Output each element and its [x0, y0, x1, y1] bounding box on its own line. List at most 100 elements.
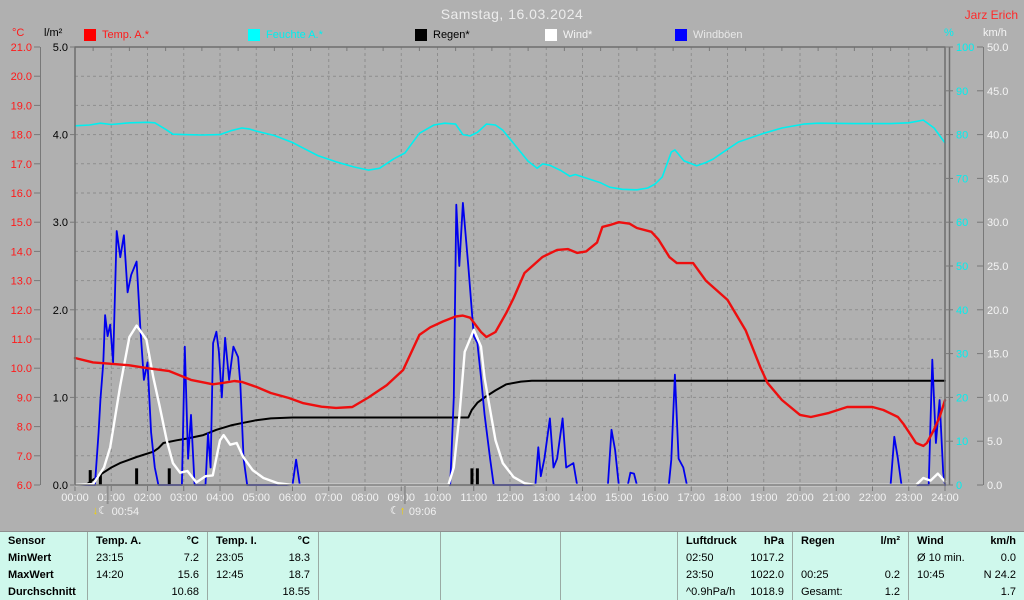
svg-text:19.0: 19.0 [11, 100, 32, 112]
svg-text:20.0: 20.0 [11, 71, 32, 83]
cell-value: 0.2 [884, 569, 900, 581]
table-column-Wind: Wind km/h Ø 10 min. 0.0 10:45 N 24.2 1.7 [908, 532, 1024, 600]
cell-value: 1018.9 [750, 586, 784, 598]
column-title: Wind [917, 535, 944, 547]
legend-label: Feuchte A.* [266, 29, 323, 41]
svg-text:2.0: 2.0 [53, 305, 68, 317]
legend-swatch-windboeen [675, 29, 687, 41]
svg-text:04:00: 04:00 [206, 492, 234, 504]
svg-text:5.0: 5.0 [53, 42, 68, 54]
cell-time: 23:15 [96, 552, 124, 564]
svg-text:15.0: 15.0 [987, 349, 1008, 361]
series-Wind [73, 324, 947, 487]
table-column-empty [560, 532, 677, 600]
column-title: Temp. I. [216, 535, 257, 547]
cell-time: 23:50 [686, 569, 714, 581]
series-Temp. A. [73, 221, 947, 448]
grid [74, 47, 946, 491]
series-Windböen [74, 202, 946, 486]
cell-value: 1017.2 [750, 552, 784, 564]
svg-text:0: 0 [956, 480, 962, 492]
column-title: Temp. A. [96, 535, 142, 547]
svg-text:08:00: 08:00 [351, 492, 379, 504]
cell-value: 1022.0 [750, 569, 784, 581]
column-title: Regen [801, 535, 835, 547]
row-label: Sensor [8, 535, 46, 547]
svg-text:100: 100 [956, 42, 974, 54]
svg-text:1.0: 1.0 [53, 392, 68, 404]
svg-text:21.0: 21.0 [11, 42, 32, 54]
legend-item-regen: Regen* [415, 28, 470, 42]
svg-text:12.0: 12.0 [11, 305, 32, 317]
chart-plot: 6.0 7.0 8.0 9.0 10.0 11.0 12.0 13.0 14.0 15.0 16.0… [11, 42, 1009, 504]
rain-bars [88, 468, 479, 485]
cell-value: 18.7 [288, 569, 310, 581]
column-unit: km/h [990, 535, 1016, 547]
cell-value: 18.3 [288, 552, 310, 564]
svg-text:50: 50 [956, 261, 968, 273]
svg-text:30.0: 30.0 [987, 217, 1008, 229]
moonset-icon: ↓☾ [92, 505, 108, 517]
legend-label: Regen* [433, 29, 470, 41]
legend-item-windboeen: Windböen [675, 28, 743, 42]
svg-text:13:00: 13:00 [532, 492, 560, 504]
station-name: Jarz Erich [964, 8, 1018, 22]
table-column-Temp. I.: Temp. I. °C 23:05 18.3 12:45 18.7 18.55 [207, 532, 318, 600]
row-label: MaxWert [8, 569, 54, 581]
column-unit: l/m² [880, 535, 900, 547]
cell-time: 02:50 [686, 552, 714, 564]
svg-text:14:00: 14:00 [569, 492, 597, 504]
cell-value: 1.2 [884, 586, 900, 598]
svg-text:40: 40 [956, 305, 968, 317]
svg-text:50.0: 50.0 [987, 42, 1008, 54]
cell-value: 15.6 [177, 569, 199, 581]
table-row-labels: Sensor MinWert MaxWert Durchschnitt [0, 532, 87, 600]
wind-axis-unit-label: km/h [983, 27, 1007, 39]
column-unit: °C [186, 535, 199, 547]
cell-value: 7.2 [183, 552, 199, 564]
axes: 6.0 7.0 8.0 9.0 10.0 11.0 12.0 13.0 14.0 15.0 16.0… [11, 42, 1009, 492]
cell-time: 10:45 [917, 569, 945, 581]
cell-time: 12:45 [216, 569, 244, 581]
svg-text:06:00: 06:00 [279, 492, 307, 504]
svg-text:25.0: 25.0 [987, 261, 1008, 273]
legend-swatch-regen [415, 29, 427, 41]
svg-text:22:00: 22:00 [859, 492, 887, 504]
legend-label: Windböen [693, 29, 743, 41]
svg-text:16.0: 16.0 [11, 188, 32, 200]
svg-text:01:00: 01:00 [97, 492, 125, 504]
cell-time: 00:25 [801, 569, 829, 581]
cell-value: 10.68 [171, 586, 199, 598]
legend-swatch-feuchte-a [248, 29, 260, 41]
svg-text:6.0: 6.0 [17, 480, 32, 492]
svg-text:09:00: 09:00 [387, 492, 415, 504]
moonset-time: 00:54 [111, 506, 140, 518]
svg-text:02:00: 02:00 [134, 492, 162, 504]
series-Feuchte A. [74, 119, 946, 191]
humidity-axis-unit-label: % [944, 27, 954, 39]
legend-item-wind: Wind* [545, 28, 592, 42]
cell-value: 1.7 [1000, 586, 1016, 598]
table-column-Regen: Regen l/m² 00:25 0.2 Gesamt: 1.2 [792, 532, 908, 600]
svg-text:10.0: 10.0 [11, 363, 32, 375]
svg-text:45.0: 45.0 [987, 86, 1008, 98]
column-unit: °C [297, 535, 310, 547]
moonrise-icon: ☾↑ [389, 505, 406, 517]
svg-text:07:00: 07:00 [315, 492, 343, 504]
svg-text:40.0: 40.0 [987, 130, 1008, 142]
column-unit: hPa [763, 535, 784, 547]
svg-text:30: 30 [956, 349, 968, 361]
cell-time: 23:05 [216, 552, 244, 564]
svg-text:13.0: 13.0 [11, 276, 32, 288]
cell-time: Ø 10 min. [917, 552, 965, 564]
svg-text:17.0: 17.0 [11, 159, 32, 171]
svg-text:0.0: 0.0 [987, 480, 1002, 492]
cell-time: ^0.9hPa/h [686, 586, 736, 598]
svg-text:03:00: 03:00 [170, 492, 198, 504]
svg-text:05:00: 05:00 [242, 492, 270, 504]
temp-axis-unit-label: °C [12, 27, 25, 39]
svg-text:10.0: 10.0 [987, 392, 1008, 404]
svg-text:20: 20 [956, 392, 968, 404]
svg-text:70: 70 [956, 173, 968, 185]
legend-label: Wind* [563, 29, 593, 41]
